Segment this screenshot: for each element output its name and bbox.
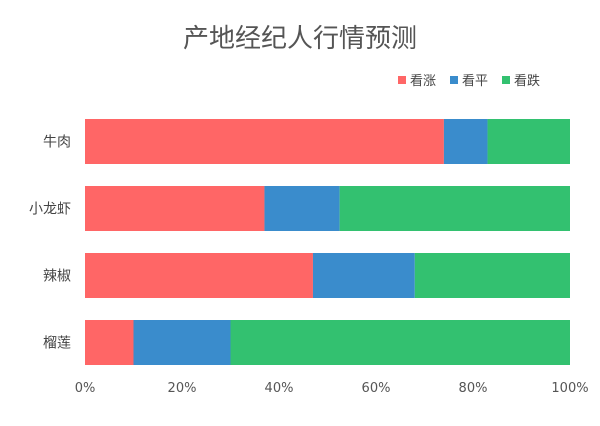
bar-flat-2: [312, 253, 415, 298]
bar-rise-0: [85, 119, 444, 164]
category-label-0: 牛肉: [43, 135, 71, 151]
bar-flat-1: [264, 186, 340, 231]
x-tick-label-2: 40%: [265, 381, 294, 396]
bar-rise-1: [85, 186, 265, 231]
category-label-3: 榴莲: [43, 336, 71, 352]
x-tick-label-1: 20%: [168, 381, 197, 396]
legend-item-rise: 看涨: [398, 70, 436, 89]
bar-fall-1: [339, 186, 570, 231]
x-tick-label-3: 60%: [362, 381, 391, 396]
legend-swatch-flat: [450, 75, 459, 84]
bar-flat-3: [133, 320, 231, 365]
category-label-2: 辣椒: [43, 269, 71, 285]
legend-swatch-rise: [398, 75, 406, 84]
x-tick-label-5: 100%: [551, 381, 588, 396]
legend-label-flat: 看平: [462, 74, 489, 89]
bar-fall-0: [487, 119, 570, 164]
x-tick-label-0: 0%: [75, 381, 96, 396]
category-label-1: 小龙虾: [29, 202, 71, 218]
legend-item-fall: 看跌: [502, 70, 540, 89]
bar-fall-3: [230, 320, 570, 365]
chart-title: 产地经纪人行情预测: [182, 24, 417, 54]
bar-fall-2: [414, 253, 570, 298]
bar-rise-2: [85, 253, 313, 298]
legend-item-flat: 看平: [450, 70, 488, 89]
bar-rise-3: [85, 320, 134, 365]
legend-label-rise: 看涨: [410, 74, 437, 89]
legend: 看涨 看平 看跌: [398, 70, 540, 89]
bar-flat-0: [443, 119, 488, 164]
bars-group: [85, 119, 570, 365]
x-tick-label-4: 80%: [459, 381, 488, 396]
legend-label-fall: 看跌: [514, 74, 541, 89]
x-tick-labels: 0% 20% 40% 60% 80% 100%: [75, 381, 589, 396]
legend-swatch-fall: [502, 75, 511, 84]
